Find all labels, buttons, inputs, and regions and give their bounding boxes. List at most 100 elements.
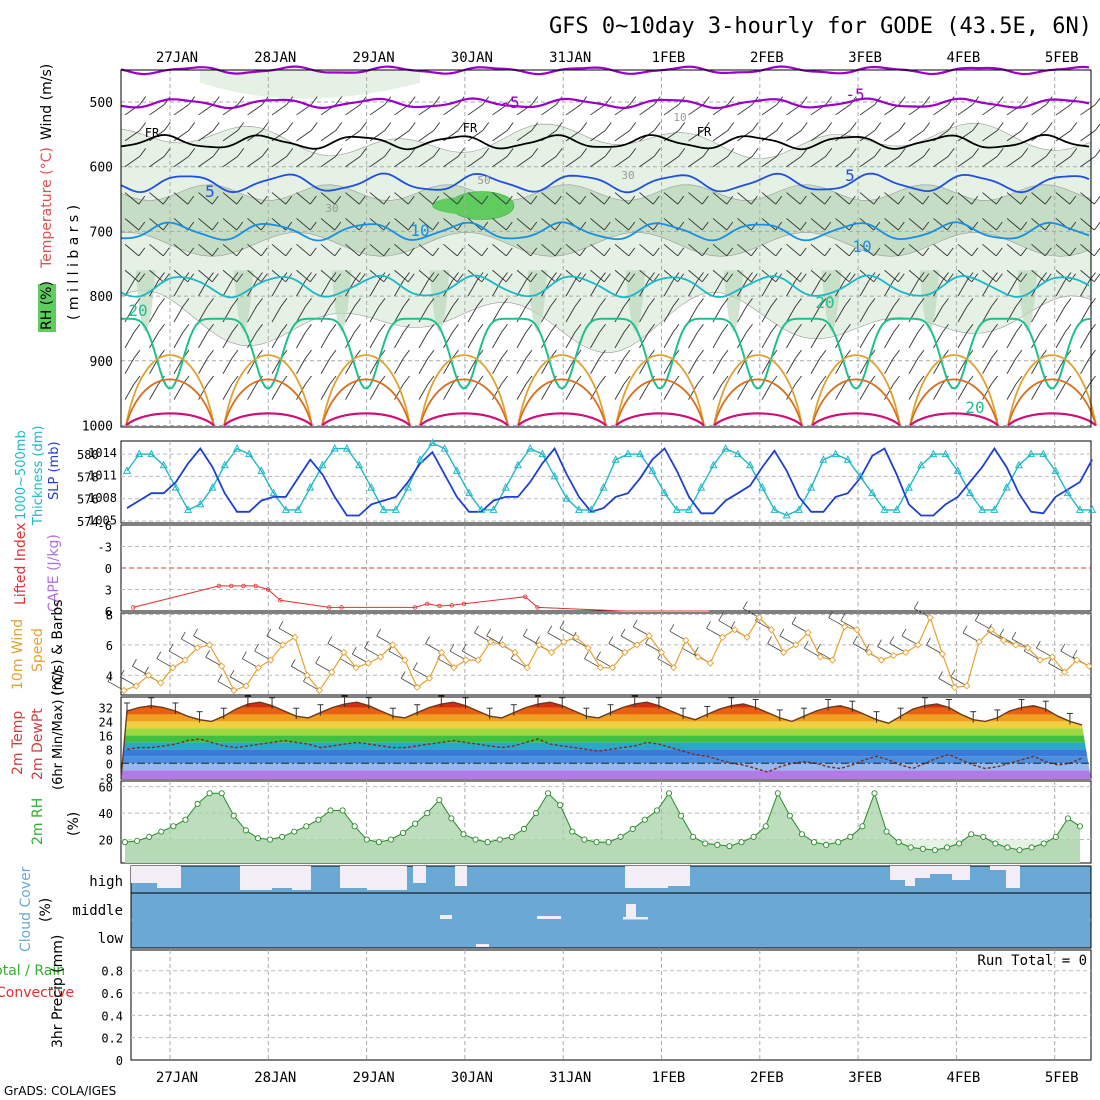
wind-barb — [492, 156, 508, 168]
rh-marker — [992, 840, 999, 847]
wind-speed-marker — [511, 648, 519, 657]
rh-marker — [786, 812, 793, 819]
wind10m-barb-flag — [180, 631, 186, 640]
wind10m-barb-flag — [254, 643, 259, 652]
lifted-index-marker — [229, 583, 234, 589]
wind10m-barb-flag — [938, 671, 943, 679]
wind-barb — [124, 383, 135, 400]
wind-barb-flag — [309, 195, 317, 205]
wind-barb-flag — [237, 122, 245, 131]
thickness-marker — [477, 505, 486, 513]
wind-barb-flag — [158, 349, 165, 359]
thickness-marker — [831, 449, 840, 458]
wind-barb-flag — [182, 298, 190, 307]
temp-band — [121, 714, 1091, 722]
wind-barb-flag — [603, 195, 611, 205]
wind-barb-flag — [482, 148, 490, 157]
wind-barb-flag — [501, 324, 508, 333]
rh-marker — [665, 790, 673, 797]
temp-lines — [120, 695, 1091, 780]
upper-air-border — [120, 69, 1092, 428]
cloud-gap-high — [905, 866, 915, 886]
wind10m-barb — [1060, 650, 1077, 661]
cloud-ylabels: Cloud Cover (%) — [18, 866, 54, 952]
rh-marker — [146, 833, 153, 840]
wind-barb — [222, 332, 233, 349]
wind-speed-marker — [572, 633, 580, 641]
dewpoint-line — [126, 738, 1083, 773]
wind-speed-marker — [437, 648, 446, 657]
wind-barb — [1055, 332, 1066, 349]
wind-barb — [737, 192, 752, 205]
temp-band — [121, 721, 1091, 729]
ylabel-cloud-pct: (%) — [38, 898, 54, 922]
slp-tick: 1005 — [88, 513, 117, 527]
wind-barb — [247, 243, 262, 257]
wind10m-barb — [462, 650, 479, 661]
wind-barb-flag — [1044, 247, 1052, 257]
wind-barb — [443, 332, 453, 349]
wind-barb — [443, 243, 458, 257]
wind10m-barb-flag — [1011, 631, 1017, 640]
rh-marker — [823, 841, 830, 848]
wind-barb — [1006, 192, 1022, 205]
cloud-gap-high — [930, 866, 952, 874]
wind-barb — [1006, 104, 1023, 116]
wind10m-barb-flag — [791, 616, 797, 624]
wind10m-barb — [229, 676, 247, 687]
wind-barb — [1080, 332, 1090, 349]
rh-marker — [617, 833, 624, 840]
wind10m-barb-flag — [1060, 643, 1066, 652]
wind-speed-marker — [254, 664, 263, 672]
upper-air-wind-barbs — [124, 96, 1100, 400]
wind-barb-flag — [947, 148, 955, 157]
wind-barb — [1080, 280, 1090, 297]
ylabel-2m-rh: 2m RH — [30, 798, 46, 845]
bottom-date-30jan: 30JAN — [451, 1070, 493, 1086]
wind-barb — [198, 192, 213, 205]
thickness-marker — [746, 460, 755, 469]
thickness-marker — [232, 444, 241, 452]
li-tick: -6 — [98, 519, 112, 533]
wind-barb-flag — [995, 195, 1003, 205]
wind10m-barb-flag — [742, 601, 748, 609]
rh-marker — [980, 833, 987, 840]
wind-barb — [663, 280, 674, 297]
rh-marker — [943, 844, 951, 851]
wind-barb-flag — [721, 375, 729, 385]
thickness-marker — [1075, 505, 1084, 513]
wind10m-barb — [339, 658, 357, 669]
wind10m-barb — [303, 681, 320, 691]
wind-barb-flag — [775, 247, 783, 257]
wind-barb-flag — [1093, 221, 1100, 231]
wind-barb-flag — [309, 221, 317, 231]
wind-barb-flag — [182, 324, 190, 333]
wind-barb-flag — [506, 96, 514, 105]
wind-barb-flag — [231, 349, 239, 359]
thickness-marker — [245, 449, 254, 458]
wind-barb-flag — [384, 122, 392, 131]
wind-barb — [345, 192, 360, 205]
wind-barb-flag — [211, 273, 219, 283]
thickness-marker — [538, 449, 547, 458]
top-date-5feb: 5FEB — [1045, 50, 1079, 66]
wind-barb-flag — [677, 195, 685, 205]
rh-marker — [194, 800, 201, 807]
wind-barb-flag — [501, 298, 508, 307]
wind-barb — [1080, 306, 1090, 323]
thickness-marker — [135, 449, 144, 458]
rh-marker — [327, 807, 334, 814]
wind-barb-flag — [403, 375, 410, 385]
wind-barb-flag — [187, 273, 195, 283]
wind-barb-flag — [329, 298, 337, 307]
wind-barb — [590, 357, 600, 374]
thickness-marker — [318, 460, 327, 469]
rh-marker — [448, 815, 455, 822]
wind-barb-flag — [187, 195, 195, 205]
wind-barb — [957, 383, 968, 400]
wind-barb — [296, 269, 311, 283]
wind-barb-flag — [211, 221, 219, 231]
wind-barb — [369, 357, 380, 374]
wind-barb — [492, 243, 507, 257]
wind10m-barb — [791, 623, 809, 634]
